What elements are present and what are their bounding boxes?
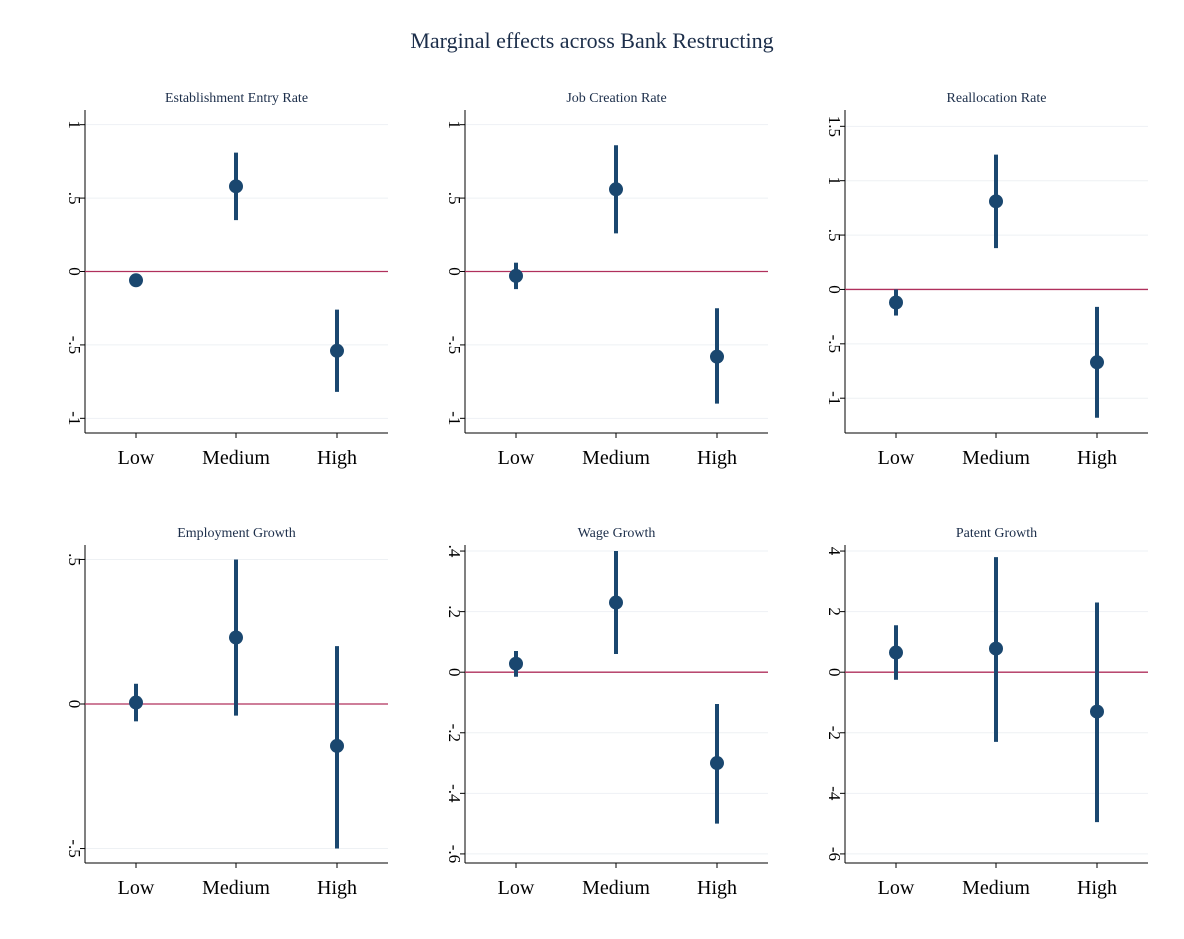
point-estimate: [889, 295, 903, 310]
x-tick-label: Medium: [582, 447, 650, 469]
panel-title: Job Creation Rate: [566, 91, 666, 106]
point-estimate: [1090, 355, 1104, 370]
x-tick-label: Low: [118, 877, 155, 899]
y-tick-label: 4: [825, 547, 844, 556]
point-estimate: [889, 645, 903, 660]
point-estimate: [1090, 704, 1104, 719]
y-tick-label: 1: [65, 120, 84, 129]
panel-4: Employment Growth -.5 0 .5 Low Medium High: [65, 526, 388, 899]
x-tick-label: Medium: [582, 877, 650, 899]
y-tick-label: -.6: [445, 845, 464, 863]
y-tick-label: -1: [445, 411, 464, 425]
figure-title: Marginal effects across Bank Restructing: [410, 28, 774, 53]
y-tick-label: 0: [825, 285, 844, 294]
panel-title: Wage Growth: [578, 526, 656, 541]
y-tick-label: 0: [445, 267, 464, 276]
x-tick-label: High: [697, 447, 737, 469]
y-tick-label: 0: [65, 267, 84, 276]
panel-title: Patent Growth: [956, 526, 1037, 541]
y-tick-label: 0: [445, 668, 464, 677]
point-estimate: [509, 656, 523, 671]
x-tick-label: Low: [498, 877, 535, 899]
point-estimate: [330, 343, 344, 358]
y-tick-label: 1.5: [825, 116, 844, 137]
x-tick-label: High: [1077, 877, 1117, 899]
y-tick-label: -.2: [445, 724, 464, 742]
x-tick-label: High: [1077, 447, 1117, 469]
y-tick-label: -.5: [65, 336, 84, 354]
y-tick-label: -1: [65, 411, 84, 425]
x-tick-label: Low: [878, 447, 915, 469]
point-estimate: [989, 194, 1003, 209]
y-tick-label: -.4: [445, 784, 464, 803]
x-tick-label: Low: [878, 877, 915, 899]
y-tick-label: -.5: [65, 839, 84, 857]
y-tick-label: 0: [65, 700, 84, 709]
point-estimate: [229, 179, 243, 194]
y-tick-label: -4: [825, 786, 844, 801]
x-tick-label: Low: [498, 447, 535, 469]
y-tick-label: -2: [825, 726, 844, 740]
point-estimate: [609, 595, 623, 610]
y-tick-label: -6: [825, 847, 844, 861]
y-tick-label: -.5: [825, 335, 844, 353]
y-tick-label: -1: [825, 391, 844, 405]
y-tick-label: 0: [825, 668, 844, 677]
y-tick-label: .2: [445, 605, 464, 618]
panel-1: Establishment Entry Rate -1 -.5 0 .5 1 Low Medi…: [65, 91, 388, 469]
x-tick-label: Medium: [962, 447, 1030, 469]
y-tick-label: .5: [65, 192, 84, 205]
panel-6: Patent Growth -6 -4 -2 0 2 4 Low Medium High: [825, 526, 1148, 899]
x-tick-label: High: [317, 447, 357, 469]
y-tick-label: 1: [445, 120, 464, 129]
point-estimate: [509, 268, 523, 283]
panel-3: Reallocation Rate -1 -.5 0 .5 1 1.5 Low Medium Hi…: [825, 91, 1148, 469]
x-tick-label: High: [317, 877, 357, 899]
point-estimate: [989, 641, 1003, 656]
panel-title: Reallocation Rate: [947, 91, 1047, 106]
panel-title: Establishment Entry Rate: [165, 91, 308, 106]
point-estimate: [710, 756, 724, 771]
x-tick-label: Low: [118, 447, 155, 469]
x-tick-label: Medium: [202, 447, 270, 469]
point-estimate: [710, 349, 724, 364]
x-tick-label: Medium: [962, 877, 1030, 899]
point-estimate: [609, 182, 623, 197]
panel-2: Job Creation Rate -1 -.5 0 .5 1 Low Medium High: [445, 91, 768, 469]
y-tick-label: .5: [445, 192, 464, 205]
y-tick-label: .4: [445, 545, 464, 558]
panel-5: Wage Growth -.6 -.4 -.2 0 .2 .4 Low Medium High: [445, 526, 768, 899]
point-estimate: [129, 273, 143, 288]
y-tick-label: 1: [825, 176, 844, 185]
y-tick-label: 2: [825, 607, 844, 616]
y-tick-label: .5: [65, 553, 84, 566]
panel-title: Employment Growth: [177, 526, 296, 541]
point-estimate: [330, 738, 344, 753]
y-tick-label: -.5: [445, 336, 464, 354]
y-tick-label: .5: [825, 229, 844, 242]
x-tick-label: Medium: [202, 877, 270, 899]
point-estimate: [129, 695, 143, 710]
point-estimate: [229, 630, 243, 645]
x-tick-label: High: [697, 877, 737, 899]
